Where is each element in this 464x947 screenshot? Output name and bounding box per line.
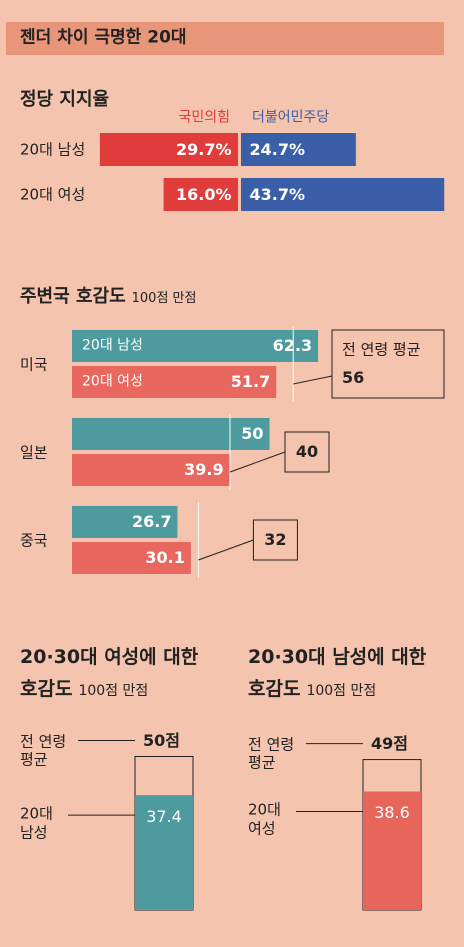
chart-subtitle: 100점 만점 [78, 683, 149, 699]
chart-title: 20·30대 여성에 대한 호감도 100점 만점 [20, 641, 235, 707]
reference-box [252, 519, 298, 561]
chart-title: 정당 지지율 [20, 88, 110, 110]
value-label: 24.7% [249, 139, 306, 159]
value-label: 29.7% [175, 139, 232, 159]
bar [163, 178, 238, 211]
bar [72, 330, 319, 362]
legend-label: 국민의힘 [178, 109, 230, 126]
legend-label: 더불어민주당 [252, 109, 330, 126]
category-label: 20대 여성 [248, 800, 281, 838]
reference-value: 32 [264, 530, 287, 549]
legend-label: 20대 여성 [82, 373, 143, 390]
category-label: 20대 남성 [20, 140, 86, 159]
value-label: 38.6 [374, 803, 410, 823]
category-label: 중국 [20, 531, 48, 550]
value-label: 50 [241, 424, 264, 443]
bar [72, 418, 270, 450]
chart-title-text: 20·30대 여성에 대한 호감도 [20, 646, 199, 700]
value-label: 51.7 [230, 372, 271, 391]
reference-label: 전 연령 평균 [342, 340, 421, 359]
bar [72, 454, 230, 486]
page-title: 젠더 차이 극명한 20대 [20, 27, 187, 48]
reference-box [284, 431, 330, 473]
value-label: 16.0% [175, 184, 232, 204]
value-label: 37.4 [146, 807, 182, 827]
reference-value: 40 [295, 442, 319, 461]
chart-title: 20·30대 남성에 대한 호감도 100점 만점 [248, 641, 463, 707]
value-label: 39.9 [184, 460, 224, 479]
bar [72, 506, 178, 538]
value-label: 62.3 [272, 336, 313, 355]
value-label: 43.7% [249, 184, 306, 204]
connector [198, 539, 254, 561]
reference-value: 50점 [143, 730, 180, 750]
chart-subtitle: 100점 만점 [306, 683, 377, 699]
value-label: 30.1 [145, 548, 185, 567]
bar [72, 366, 277, 398]
category-label: 일본 [20, 443, 48, 462]
reference-value: 56 [342, 368, 365, 387]
connector [229, 451, 286, 473]
bar [99, 133, 239, 166]
header-bar [6, 22, 444, 55]
reference-label: 전 연령 평균 [248, 734, 295, 772]
legend-label: 20대 남성 [82, 337, 143, 354]
connector [293, 375, 333, 385]
category-label: 20대 여성 [20, 185, 86, 204]
chart-title-text: 20·30대 남성에 대한 호감도 [248, 646, 427, 700]
bar [241, 178, 445, 211]
value-label: 26.7 [131, 512, 172, 531]
reference-value: 49점 [371, 733, 408, 753]
bar [241, 133, 356, 166]
chart-title-text: 주변국 호감도 [20, 285, 126, 307]
chart-subtitle: 100점 만점 [131, 290, 197, 306]
reference-label: 전 연령 평균 [20, 731, 67, 769]
category-label: 20대 남성 [20, 804, 53, 842]
chart-title: 주변국 호감도 100점 만점 [20, 286, 196, 309]
reference-box [331, 329, 445, 399]
bar [72, 542, 191, 574]
category-label: 미국 [20, 355, 48, 374]
bar [135, 795, 193, 910]
bar [363, 791, 421, 910]
